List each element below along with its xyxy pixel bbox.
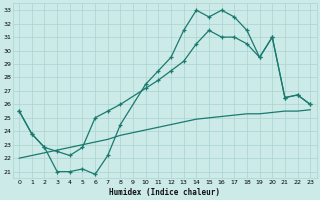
X-axis label: Humidex (Indice chaleur): Humidex (Indice chaleur) xyxy=(109,188,220,197)
